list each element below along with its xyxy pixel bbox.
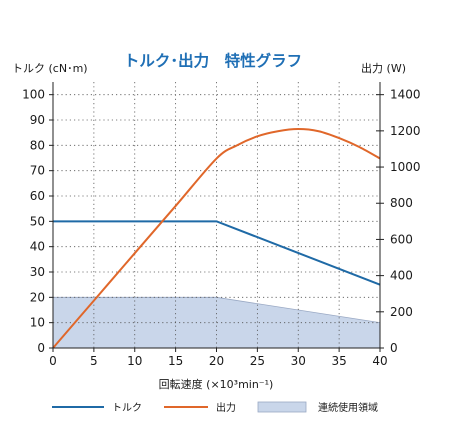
y-right-tick-label: 400 (390, 269, 413, 283)
x-tick-label: 35 (331, 354, 346, 368)
y-left-tick-label: 60 (30, 189, 45, 203)
x-tick-label: 5 (90, 354, 98, 368)
y-left-tick-label: 40 (30, 240, 45, 254)
y-right-tick-label: 1400 (390, 88, 421, 102)
y-left-tick-label: 80 (30, 138, 45, 152)
chart-title: トルク･出力 特性グラフ (124, 51, 302, 70)
x-tick-label: 25 (250, 354, 265, 368)
y-left-tick-label: 70 (30, 164, 45, 178)
y-left-tick-label: 0 (37, 341, 45, 355)
y-left-tick-label: 10 (30, 316, 45, 330)
x-tick-label: 30 (291, 354, 306, 368)
x-tick-label: 40 (372, 354, 387, 368)
x-tick-label: 0 (49, 354, 57, 368)
y-axis-right-title: 出力 (W) (361, 61, 406, 75)
y-right-tick-label: 1000 (390, 160, 421, 174)
y-right-tick-label: 800 (390, 196, 413, 210)
legend-output-label: 出力 (216, 401, 236, 414)
x-tick-label: 20 (209, 354, 224, 368)
y-axis-left-title: トルク (cN･m) (12, 62, 88, 75)
legend-continuous-use-label: 連続使用領域 (318, 401, 378, 414)
y-right-tick-label: 200 (390, 305, 413, 319)
legend-torque-label: トルク (112, 402, 142, 414)
y-left-tick-label: 30 (30, 265, 45, 279)
x-axis-title: 回転速度 (×10³min⁻¹) (159, 377, 274, 391)
x-tick-label: 10 (127, 354, 142, 368)
y-left-tick-label: 100 (22, 88, 45, 102)
x-tick-label: 15 (168, 354, 183, 368)
y-right-tick-label: 600 (390, 232, 413, 246)
y-right-tick-label: 1200 (390, 124, 421, 138)
y-left-tick-label: 20 (30, 290, 45, 304)
output-line (52, 128, 381, 349)
legend-continuous-use-swatch (257, 401, 307, 413)
torque-line (53, 220, 381, 286)
y-left-tick-label: 50 (30, 214, 45, 228)
y-left-tick-label: 90 (30, 113, 45, 127)
y-right-tick-label: 0 (390, 341, 398, 355)
